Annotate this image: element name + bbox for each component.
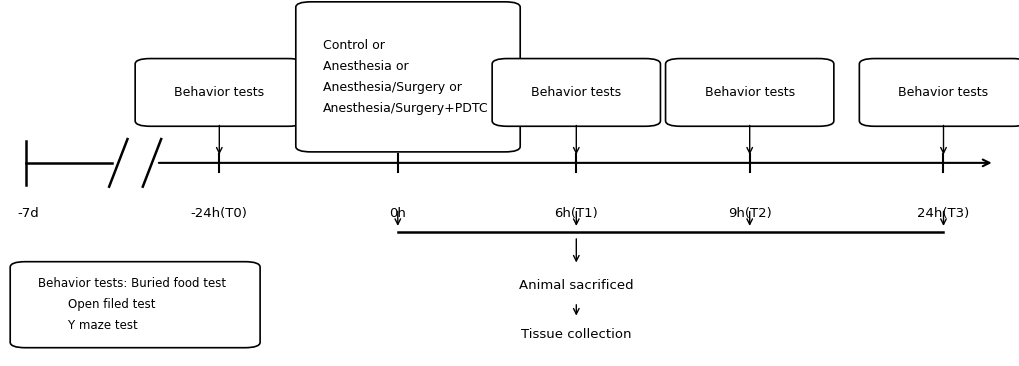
- Text: 6h(T1): 6h(T1): [554, 207, 597, 220]
- FancyBboxPatch shape: [296, 2, 520, 152]
- Text: Behavior tests: Behavior tests: [174, 86, 264, 99]
- Text: -7d: -7d: [17, 207, 40, 220]
- Text: Behavior tests: Behavior tests: [531, 86, 621, 99]
- Text: Behavior tests: Behavior tests: [704, 86, 794, 99]
- Text: 9h(T2): 9h(T2): [728, 207, 770, 220]
- FancyBboxPatch shape: [859, 59, 1019, 126]
- Text: -24h(T0): -24h(T0): [191, 207, 248, 220]
- FancyBboxPatch shape: [136, 59, 304, 126]
- Text: Tissue collection: Tissue collection: [521, 328, 631, 341]
- Text: 0h: 0h: [389, 207, 406, 220]
- Text: 24h(T3): 24h(T3): [916, 207, 969, 220]
- Text: Behavior tests: Behavior tests: [898, 86, 987, 99]
- FancyBboxPatch shape: [10, 262, 260, 348]
- FancyBboxPatch shape: [491, 59, 660, 126]
- Text: Behavior tests: Buried food test
        Open filed test
        Y maze test: Behavior tests: Buried food test Open fi…: [38, 277, 225, 332]
- Text: Control or
Anesthesia or
Anesthesia/Surgery or
Anesthesia/Surgery+PDTC: Control or Anesthesia or Anesthesia/Surg…: [323, 39, 488, 115]
- FancyBboxPatch shape: [664, 59, 834, 126]
- Text: Animal sacrificed: Animal sacrificed: [519, 279, 633, 292]
